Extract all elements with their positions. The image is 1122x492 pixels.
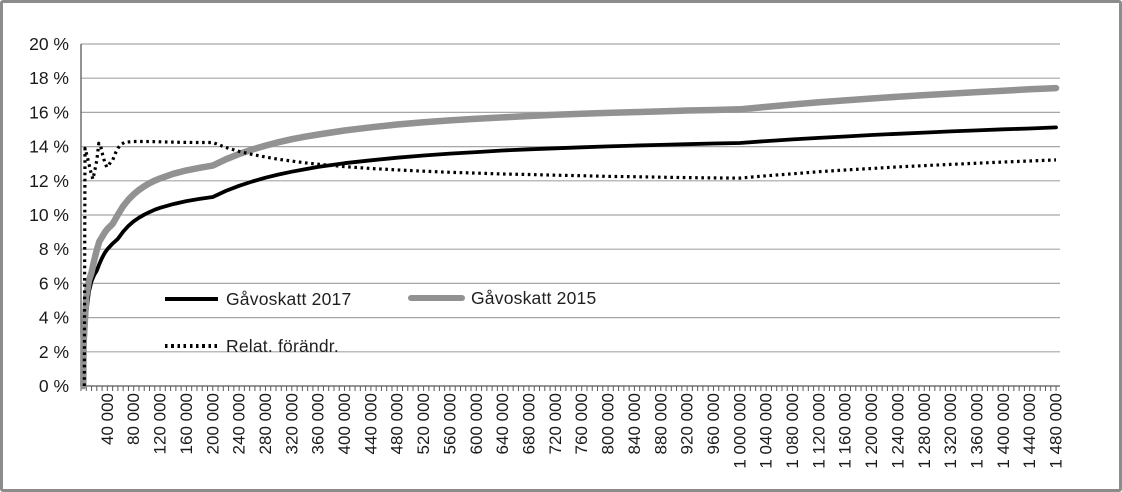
legend-line-sample-2017 <box>165 297 218 301</box>
x-axis-tick-label: 200 000 <box>203 393 222 454</box>
x-axis-tick-label: 1 240 000 <box>888 393 907 469</box>
y-axis-tick-label: 20 % <box>29 34 69 54</box>
y-axis-tick-label: 10 % <box>29 205 69 225</box>
x-axis-tick-label: 360 000 <box>309 393 328 454</box>
legend-label-2015: Gåvoskatt 2015 <box>471 287 597 308</box>
x-axis-tick-label: 720 000 <box>546 393 565 454</box>
y-axis-tick-label: 18 % <box>29 68 69 88</box>
x-axis-tick-label: 1 080 000 <box>783 393 802 469</box>
x-axis-tick-label: 520 000 <box>414 393 433 454</box>
x-axis-tick-label: 440 000 <box>361 393 380 454</box>
y-axis-tick-label: 8 % <box>39 239 69 259</box>
series-line-0-solid <box>82 125 1058 388</box>
x-axis-tick-label: 400 000 <box>335 393 354 454</box>
line-chart: 0 % 2 % 4 % 6 % 8 % 10 % 12 % 14 % 16 % 18 % 20 % 4… <box>29 34 1066 469</box>
x-axis-tick-label: 1 400 000 <box>994 393 1013 469</box>
y-axis-tick-label: 0 % <box>39 376 69 396</box>
x-axis-tick-label: 880 000 <box>651 393 670 454</box>
x-axis-tick-label: 1 200 000 <box>862 393 881 469</box>
x-axis-tick-label: 800 000 <box>599 393 618 454</box>
x-axis-tick-label: 600 000 <box>467 393 486 454</box>
legend-dotted-sample <box>165 344 218 348</box>
x-axis-tick-label: 1 320 000 <box>941 393 960 469</box>
x-axis-tick-label: 840 000 <box>625 393 644 454</box>
y-axis-tick-label: 16 % <box>29 102 69 122</box>
x-axis-tick-label: 1 480 000 <box>1047 393 1066 469</box>
x-axis-tick-label: 320 000 <box>282 393 301 454</box>
x-axis-tick-label: 960 000 <box>704 393 723 454</box>
legend-item-relativ-forandring: Relat. förändr. <box>165 336 339 356</box>
y-axis-tick-label: 2 % <box>39 342 69 362</box>
x-axis-tick-label: 480 000 <box>388 393 407 454</box>
y-axis-tick-label: 4 % <box>39 308 69 328</box>
legend-label-2017: Gåvoskatt 2017 <box>226 288 352 309</box>
x-axis-tick-label: 1 120 000 <box>809 393 828 469</box>
x-axis-tick-label: 640 000 <box>493 393 512 454</box>
y-axis-tick-label: 12 % <box>29 171 69 191</box>
x-axis-tick-label: 240 000 <box>230 393 249 454</box>
x-axis-tick-label: 920 000 <box>678 393 697 454</box>
x-axis-tick-label: 1 440 000 <box>1020 393 1039 469</box>
legend-item-gavoskatt-2015: Gåvoskatt 2015 <box>408 288 596 308</box>
x-axis-tick-label: 1 360 000 <box>967 393 986 469</box>
x-axis-tick-label: 1 040 000 <box>757 393 776 469</box>
x-axis-tick-label: 1 160 000 <box>836 393 855 469</box>
x-axis-tick-label: 160 000 <box>177 393 196 454</box>
legend-label-relativ-forandring: Relat. förändr. <box>226 335 339 356</box>
y-axis-tick-label: 6 % <box>39 273 69 293</box>
x-axis-tick-label: 560 000 <box>440 393 459 454</box>
x-axis-tick-label: 80 000 <box>124 393 143 445</box>
x-axis-tick-label: 760 000 <box>572 393 591 454</box>
x-axis-tick-label: 120 000 <box>151 393 170 454</box>
legend-line-sample-2015 <box>408 294 465 302</box>
x-axis-tick-label: 680 000 <box>519 393 538 454</box>
x-axis-tick-label: 1 000 000 <box>730 393 749 469</box>
series-line-1-solid <box>80 84 1060 390</box>
series-line-2-dotted <box>82 139 1057 387</box>
y-axis-tick-label: 14 % <box>29 137 69 157</box>
x-axis-tick-label: 40 000 <box>98 393 117 445</box>
x-axis-tick-label: 1 280 000 <box>915 393 934 469</box>
legend-item-gavoskatt-2017: Gåvoskatt 2017 <box>165 289 351 309</box>
x-axis-tick-label: 280 000 <box>256 393 275 454</box>
